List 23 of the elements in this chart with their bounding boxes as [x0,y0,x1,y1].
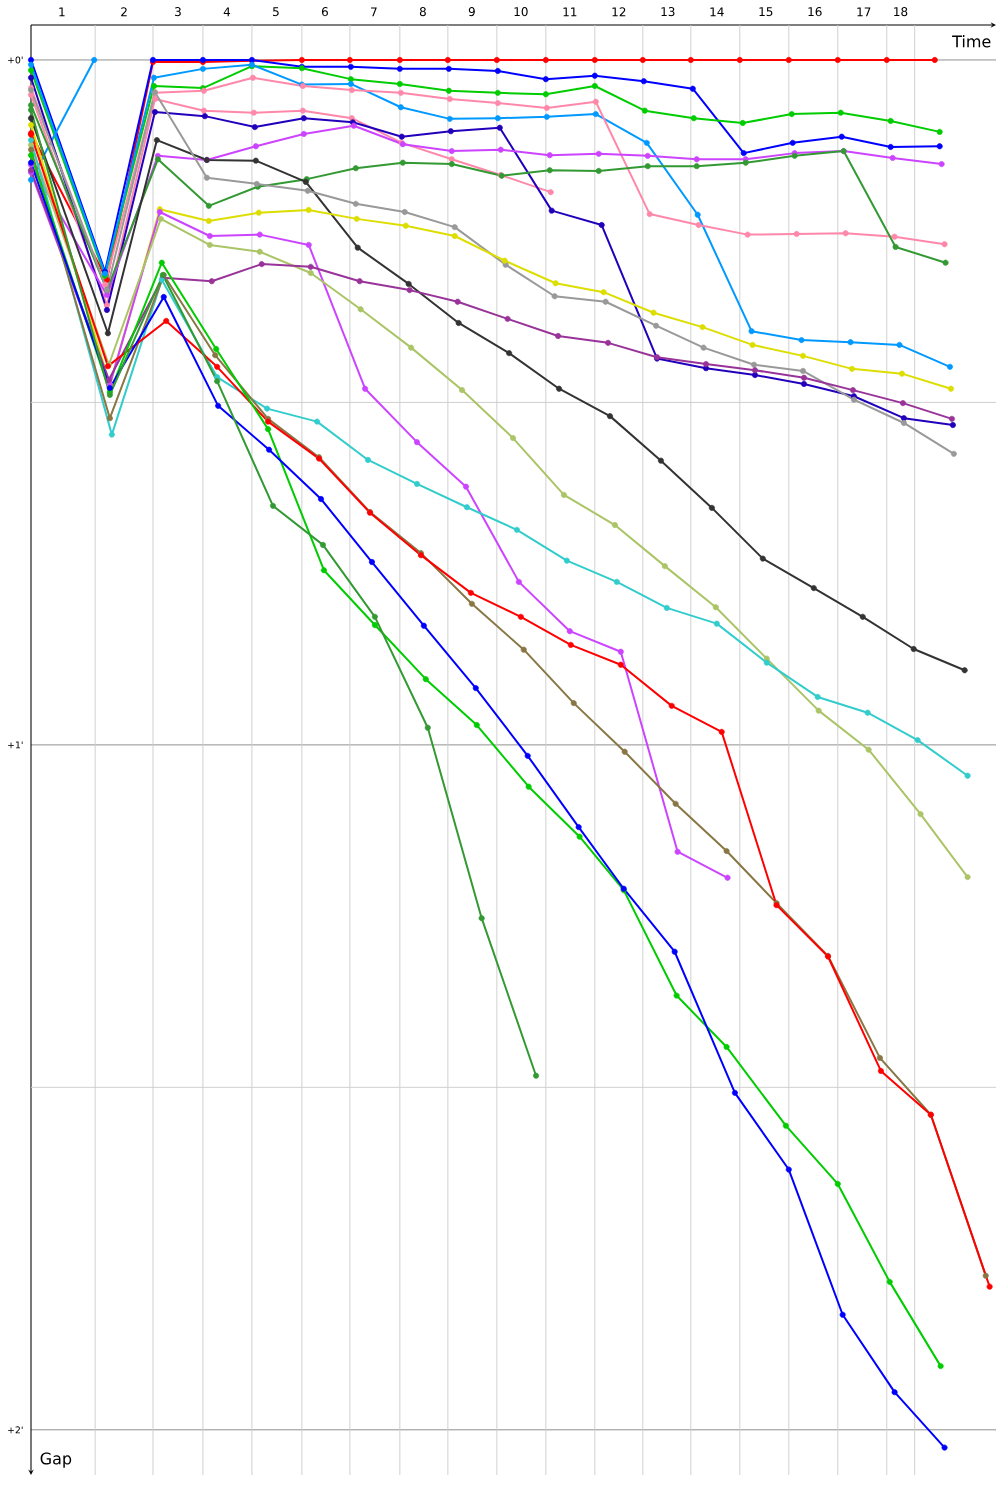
x-tick-label: 8 [419,7,426,17]
x-tick-label: 11 [563,7,577,17]
x-tick-label: 18 [894,7,908,17]
y-tick-label: +1' [8,741,23,749]
x-tick-label: 17 [857,7,871,17]
x-tick-label: 10 [514,7,528,17]
x-tick-label: 2 [121,7,127,17]
x-tick-label: 3 [175,7,181,17]
x-tick-label: 4 [223,7,231,17]
x-axis-title: Time [952,35,991,48]
x-tick-label: 13 [661,7,675,17]
y-tick-label: +0' [8,56,23,64]
x-tick-label: 1 [59,7,65,17]
y-axis-title: Gap [40,1452,72,1468]
y-tick-label: +2' [8,1426,23,1434]
x-tick-label: 14 [710,7,724,17]
x-tick-label: 9 [468,7,475,17]
x-tick-label: 6 [321,7,328,17]
x-tick-label: 12 [612,7,626,17]
x-tick-label: 16 [808,7,822,17]
x-tick-label: 5 [273,7,279,17]
x-tick-label: 15 [759,7,773,17]
x-tick-label: 7 [371,7,377,17]
